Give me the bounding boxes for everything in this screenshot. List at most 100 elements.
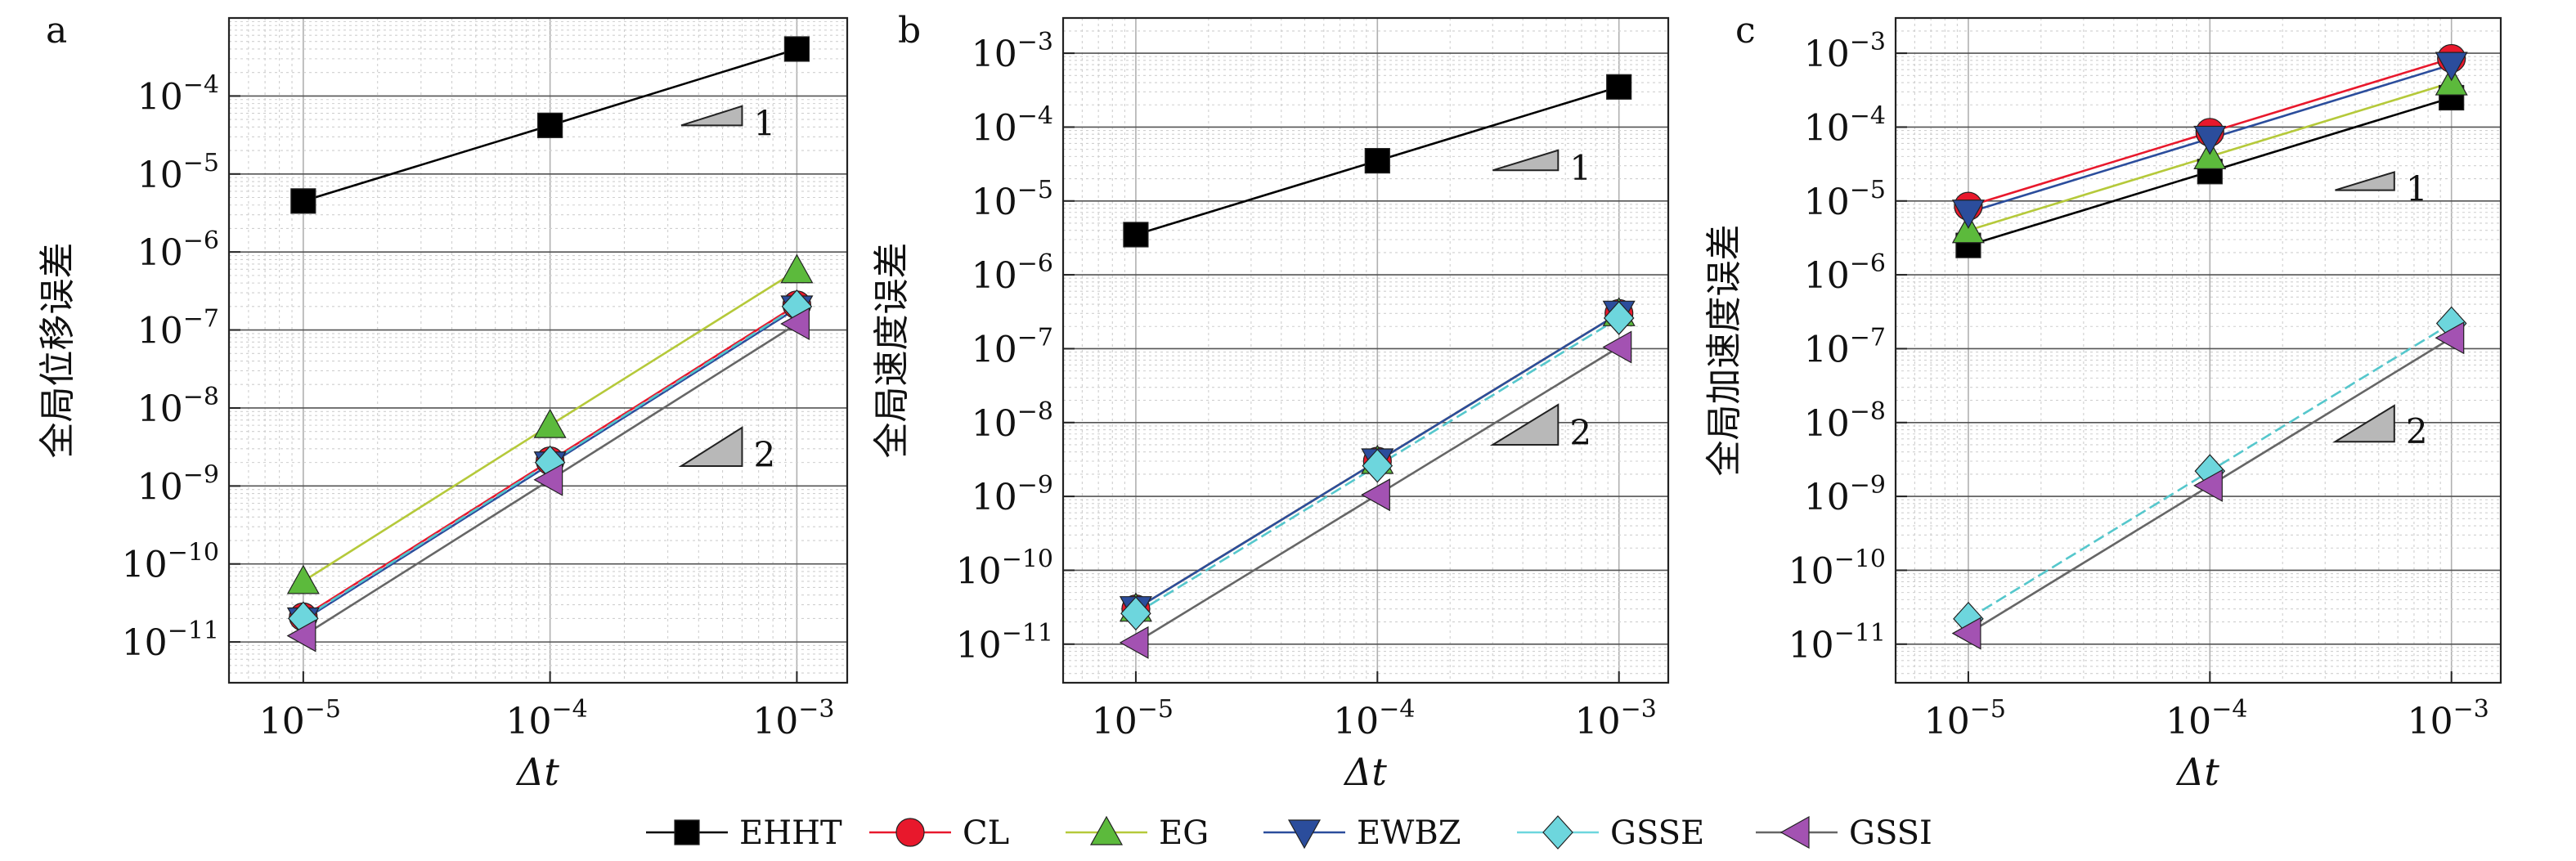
y-tick-label: 10−6 xyxy=(137,226,219,274)
y-tick-label: 10−11 xyxy=(1788,619,1886,666)
legend-entry-gssi: GSSI xyxy=(1756,814,1932,852)
legend-entry-ewbz: EWBZ xyxy=(1263,814,1461,852)
y-tick-label: 10−4 xyxy=(137,70,219,118)
legend-label: EWBZ xyxy=(1357,814,1461,852)
y-axis-title: 全局加速度误差 xyxy=(1703,225,1745,477)
point-gssi xyxy=(1951,617,1981,650)
x-tick-label: 10−4 xyxy=(2165,695,2247,742)
slope-label: 2 xyxy=(2406,411,2428,451)
y-tick-label: 10−3 xyxy=(972,28,1053,75)
point-ehht xyxy=(537,112,563,138)
point-gssi xyxy=(533,463,563,496)
y-tick-label: 10−11 xyxy=(122,617,219,664)
point-ehht xyxy=(1606,74,1632,100)
point-ehht xyxy=(290,188,316,214)
point-ehht xyxy=(783,36,810,62)
slope-label: 2 xyxy=(1569,412,1591,452)
series-group xyxy=(286,36,814,652)
plot-area xyxy=(1896,18,2501,683)
grid xyxy=(1895,17,2501,684)
y-tick-label: 10−10 xyxy=(956,545,1053,592)
x-axis-title: Δt xyxy=(1343,750,1387,794)
legend-marker xyxy=(674,819,700,845)
point-gsse xyxy=(1362,448,1393,483)
point-gssi xyxy=(286,619,316,652)
point-ehht xyxy=(1364,148,1390,174)
y-tick-label: 10−7 xyxy=(137,305,219,352)
point-eg xyxy=(780,253,814,284)
panel-b: 10−5 10−4 10−3 10−11 10−10 10−9 10−8 10−7 10−6 10… xyxy=(871,10,1670,794)
y-tick-label: 10−7 xyxy=(972,323,1053,370)
point-gsse xyxy=(1120,596,1151,631)
legend-label: CL xyxy=(963,814,1009,852)
point-eg xyxy=(533,408,567,438)
y-tick-label: 10−6 xyxy=(1804,249,1886,297)
slope-triangle xyxy=(1492,149,1560,172)
point-eg xyxy=(286,564,320,594)
x-axis-title: Δt xyxy=(515,750,559,794)
y-tick-label: 10−10 xyxy=(1788,545,1886,592)
legend-marker xyxy=(1089,815,1124,845)
x-tick-label: 10−3 xyxy=(1575,695,1657,742)
x-tick-label: 10−3 xyxy=(752,695,834,742)
slope-label: 2 xyxy=(753,434,775,474)
panel-letter: c xyxy=(1735,10,1756,52)
x-tick-label: 10−5 xyxy=(259,695,341,742)
grid xyxy=(1062,17,1668,684)
y-tick-label: 10−11 xyxy=(956,619,1053,666)
plot-area xyxy=(1063,18,1668,683)
legend-marker xyxy=(895,818,925,847)
panels: 10−5 10−4 10−3 10−11 10−10 10−9 10−8 10−7 10−6 10… xyxy=(37,10,2502,794)
point-gssi xyxy=(1602,330,1632,364)
legend-label: EHHT xyxy=(739,814,842,852)
legend-marker xyxy=(1542,815,1573,850)
axes-frame xyxy=(1894,16,2502,684)
legend-marker xyxy=(1287,819,1322,850)
y-tick-label: 10−9 xyxy=(137,460,219,508)
y-tick-label: 10−10 xyxy=(122,539,219,586)
y-axis-title: 全局速度误差 xyxy=(871,243,913,459)
point-ewbz xyxy=(2435,52,2468,82)
y-tick-label: 10−6 xyxy=(972,249,1053,297)
slope-label: 1 xyxy=(1569,148,1591,188)
legend-label: GSSE xyxy=(1610,814,1704,852)
panel-a: 10−5 10−4 10−3 10−11 10−10 10−9 10−8 10−7 10−6 10… xyxy=(37,10,849,794)
y-tick-label: 10−9 xyxy=(972,471,1053,518)
y-tick-label: 10−8 xyxy=(1804,397,1886,445)
y-tick-label: 10−4 xyxy=(972,101,1053,149)
legend-entry-cl: CL xyxy=(869,814,1009,852)
legend-label: GSSI xyxy=(1849,814,1932,852)
y-tick-label: 10−8 xyxy=(137,383,219,430)
x-tick-label: 10−5 xyxy=(1924,695,2006,742)
series-group xyxy=(1119,74,1636,659)
legend-marker xyxy=(1779,815,1810,850)
point-gssi xyxy=(1361,478,1390,512)
legend-entry-ehht: EHHT xyxy=(646,814,842,852)
point-gssi xyxy=(780,307,810,341)
y-tick-label: 10−8 xyxy=(972,397,1053,445)
slope-triangle xyxy=(1489,403,1560,446)
x-tick-label: 10−3 xyxy=(2408,695,2489,742)
y-tick-label: 10−5 xyxy=(137,149,219,196)
y-tick-label: 10−5 xyxy=(1804,176,1886,223)
point-ewbz xyxy=(1951,200,1985,229)
axes-frame xyxy=(1061,16,1670,684)
y-tick-label: 10−7 xyxy=(1804,323,1886,370)
panel-letter: a xyxy=(46,10,67,52)
x-tick-label: 10−4 xyxy=(506,695,588,742)
x-tick-label: 10−4 xyxy=(1333,695,1415,742)
point-ehht xyxy=(1123,222,1149,248)
panel-letter: b xyxy=(898,10,921,52)
legend: EHHT CL EG EWBZ GSSE GSSI xyxy=(646,814,1932,852)
slope-triangle xyxy=(2335,171,2395,191)
axes-frame xyxy=(227,16,849,684)
slope-label: 1 xyxy=(2406,169,2428,209)
y-tick-label: 10−3 xyxy=(1804,28,1886,75)
slope-triangle xyxy=(680,105,743,127)
point-ewbz xyxy=(2193,125,2227,155)
y-tick-label: 10−5 xyxy=(972,176,1053,223)
point-gssi xyxy=(2435,321,2465,355)
slope-triangle xyxy=(2331,404,2395,443)
point-gssi xyxy=(1119,626,1149,659)
